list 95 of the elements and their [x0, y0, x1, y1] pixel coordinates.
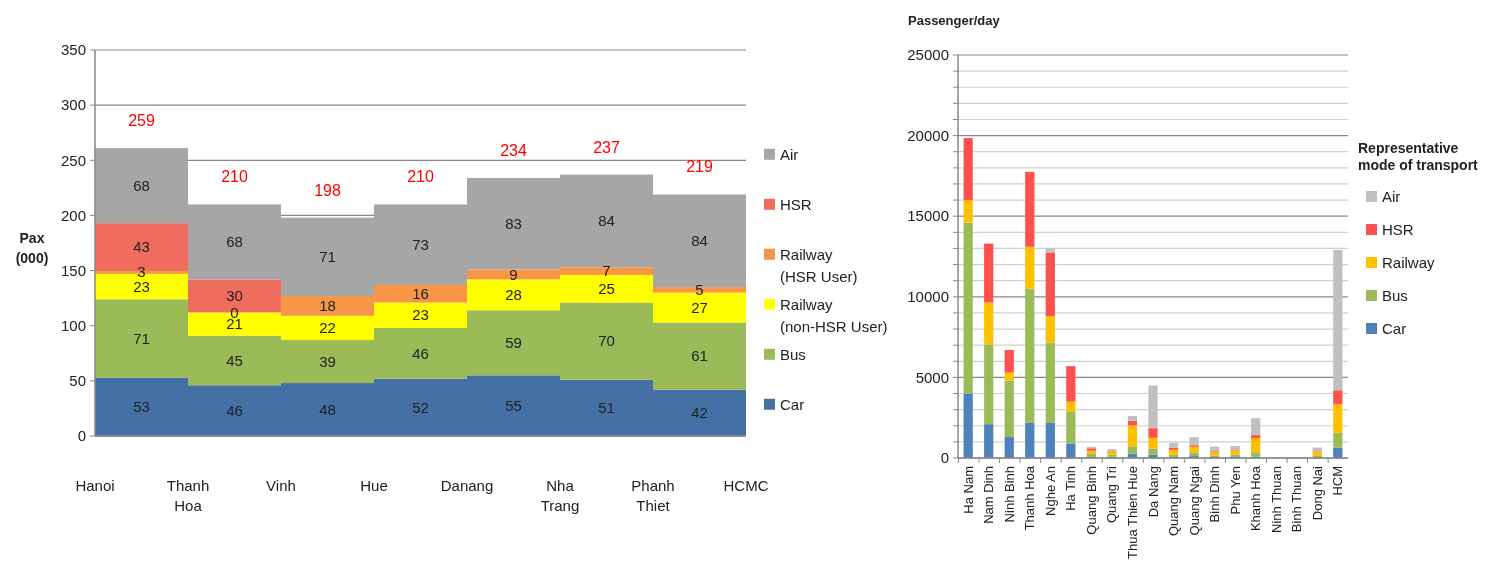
x-tick-label: Binh Thuan: [1289, 466, 1305, 533]
x-tick-label: Danang: [440, 477, 494, 494]
data-label: 84: [691, 232, 708, 250]
data-label: 55: [505, 396, 522, 414]
y-tick-label: 0: [940, 449, 949, 467]
legend-label: HSR: [780, 196, 812, 214]
legend-label: HSR: [1382, 221, 1414, 239]
x-tick-label: Ninh Thuan: [1268, 466, 1284, 533]
legend-label: Air: [1382, 188, 1401, 206]
total-label: 198: [314, 181, 341, 199]
data-label: 68: [133, 176, 150, 194]
x-tick-label: Nha Trang: [540, 477, 580, 515]
data-label: 28: [505, 286, 522, 304]
data-label: 7: [602, 262, 611, 280]
x-tick-label: Quang Ngai: [1186, 465, 1202, 536]
data-label: 46: [226, 401, 243, 419]
data-label: 52: [412, 398, 429, 416]
x-tick-label: Thanh Hoa: [166, 477, 210, 515]
legend-label: Bus: [780, 346, 806, 364]
x-tick-label: Da Nang: [1145, 466, 1161, 518]
data-label: 46: [412, 344, 429, 362]
y-tick-label: 0: [77, 427, 86, 445]
x-tick-label: HCM: [1330, 466, 1346, 496]
x-tick-label: Hue: [360, 477, 388, 494]
x-tick-label: Vinh: [266, 477, 296, 494]
data-label: 23: [412, 306, 429, 324]
legend-label: Railway (non-HSR User): [780, 296, 888, 335]
y-tick-label: 50: [69, 372, 86, 390]
x-tick-label: Khanh Hoa: [1248, 465, 1264, 532]
data-label: 22: [319, 319, 336, 337]
x-tick-label: Nam Dinh: [981, 466, 997, 524]
total-label: 219: [686, 158, 713, 176]
legend-label: Car: [780, 396, 805, 414]
data-label: 51: [598, 399, 615, 417]
data-label: 71: [319, 248, 336, 266]
y-tick-label: 200: [60, 206, 86, 224]
x-tick-label: Quang Nam: [1166, 466, 1182, 537]
data-label: 39: [319, 352, 336, 370]
data-label: 25: [598, 280, 615, 298]
y-tick-label: 300: [60, 96, 86, 114]
data-label: 84: [598, 212, 615, 230]
y-tick-label: 5000: [915, 368, 949, 386]
data-label: 9: [509, 265, 518, 283]
data-label: 68: [226, 233, 243, 251]
y-tick-label: 15000: [907, 207, 949, 225]
legend-label: Air: [780, 146, 799, 164]
data-label: 70: [598, 332, 615, 350]
x-tick-label: HCMC: [723, 477, 769, 494]
x-tick-label: Hanoi: [75, 477, 115, 494]
x-tick-label: Binh Dinh: [1207, 466, 1223, 523]
x-tick-label: Phanh Thiet: [631, 477, 675, 515]
total-label: 210: [221, 168, 248, 186]
y-tick-label: 25000: [907, 46, 949, 64]
x-tick-label: Thanh Hoa: [1022, 465, 1038, 531]
y-axis-title: Passenger/day: [908, 13, 1001, 28]
data-label: 45: [226, 351, 243, 369]
x-tick-label: Phu Yen: [1227, 466, 1243, 515]
x-tick-label: Ninh Binh: [1001, 466, 1017, 523]
data-label: 18: [319, 297, 336, 315]
x-tick-label: Ha Nam: [960, 466, 976, 514]
data-label: 59: [505, 334, 522, 352]
y-tick-label: 150: [60, 261, 86, 279]
data-label: 16: [412, 284, 429, 302]
data-label: 5: [695, 281, 704, 299]
data-label: 27: [691, 298, 708, 316]
legend-title: Representative mode of transport: [1358, 140, 1479, 173]
y-tick-label: 20000: [907, 126, 949, 144]
data-label: 48: [319, 400, 336, 418]
total-label: 234: [500, 141, 527, 159]
data-label: 43: [133, 238, 150, 256]
x-tick-label: Ha Tinh: [1063, 466, 1079, 511]
x-tick-label: Quang Binh: [1083, 466, 1099, 535]
data-label: 30: [226, 287, 243, 305]
legend-label: Car: [1382, 320, 1407, 338]
legend-label: Railway (HSR User): [780, 246, 858, 285]
y-axis-title: Pax (000): [15, 230, 49, 266]
data-label: 53: [133, 398, 150, 416]
data-label: 83: [505, 214, 522, 232]
data-label: 71: [133, 329, 150, 347]
y-tick-label: 350: [60, 41, 86, 59]
y-tick-label: 100: [60, 316, 86, 334]
data-label: 73: [412, 235, 429, 253]
x-tick-label: Quang Tri: [1104, 465, 1120, 524]
total-label: 237: [593, 138, 620, 156]
total-label: 210: [407, 168, 434, 186]
x-tick-label: Nghe An: [1042, 466, 1058, 516]
legend-label: Bus: [1382, 287, 1408, 305]
total-label: 259: [128, 112, 155, 130]
data-label: 42: [691, 404, 708, 422]
y-tick-label: 10000: [907, 288, 949, 306]
legend-label: Railway: [1382, 254, 1436, 272]
data-label: 61: [691, 347, 708, 365]
x-tick-label: Dong Nai: [1309, 465, 1325, 521]
x-tick-label: Thua Thien Hue: [1125, 466, 1141, 559]
y-tick-label: 250: [60, 151, 86, 169]
